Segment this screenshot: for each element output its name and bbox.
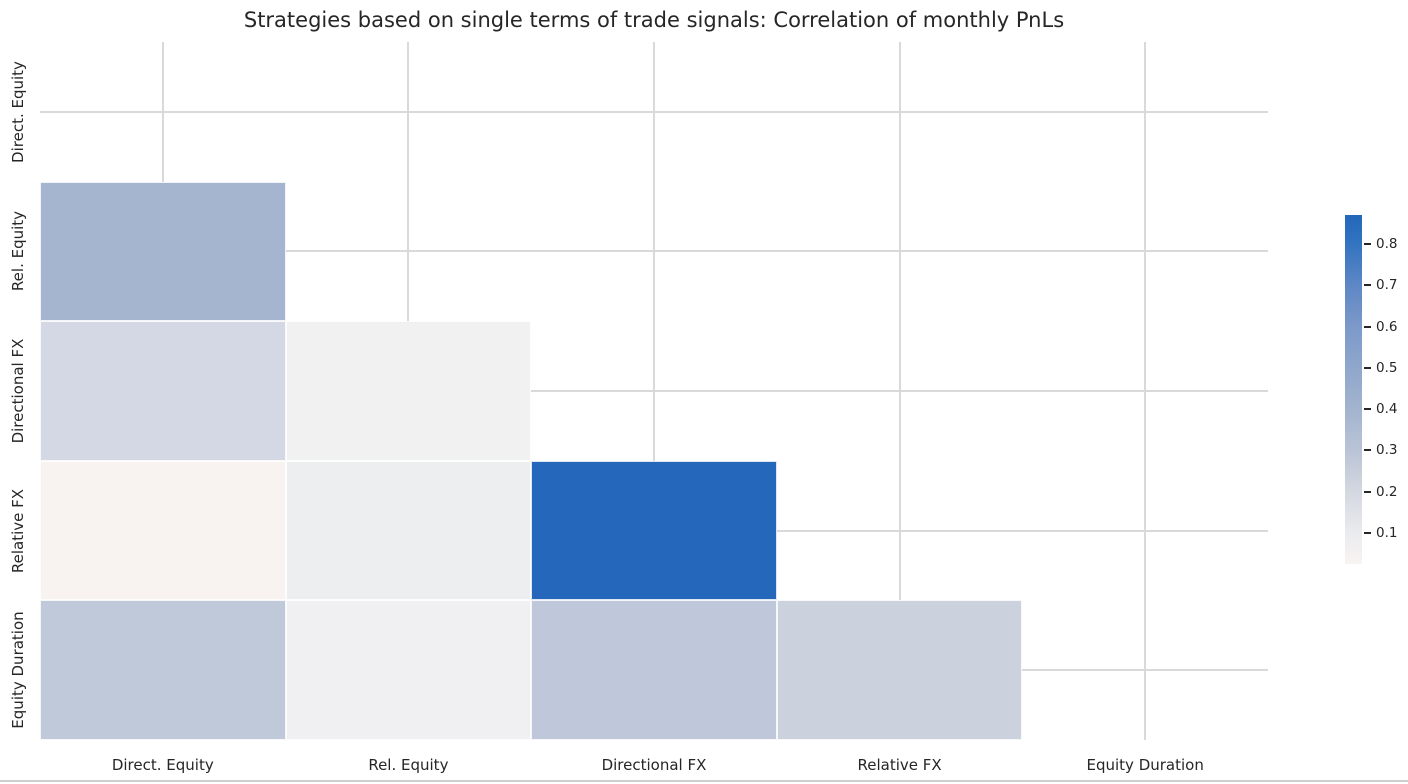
x-tick-label: Relative FX (857, 756, 942, 774)
colorbar-tick-label: 0.6 (1376, 318, 1398, 335)
colorbar-tick-mark (1364, 490, 1371, 493)
heatmap-cell (40, 600, 286, 740)
colorbar-tick-label: 0.4 (1376, 401, 1398, 418)
colorbar-tick-label: 0.5 (1376, 359, 1398, 376)
heatmap-cell (40, 460, 286, 601)
x-tick-label: Direct. Equity (111, 756, 214, 774)
x-tick-label: Rel. Equity (368, 756, 449, 774)
heatmap-cell (40, 181, 286, 322)
heatmap-cell (531, 460, 777, 601)
heatmap-cell (776, 600, 1023, 740)
gridline-vertical (898, 42, 901, 740)
colorbar-tick-mark (1364, 449, 1371, 452)
y-tick-label: Equity Duration (9, 611, 27, 729)
heatmap-cell (531, 600, 777, 740)
colorbar-tick-label: 0.2 (1376, 483, 1398, 500)
gridline-horizontal (40, 390, 1268, 392)
colorbar-tick-mark (1364, 532, 1371, 535)
colorbar-tick-label: 0.8 (1376, 235, 1398, 252)
colorbar-tick-mark (1364, 325, 1371, 328)
heatmap-cell (285, 600, 532, 740)
colorbar-tick-label: 0.7 (1376, 277, 1398, 294)
heatmap-cell (285, 460, 532, 601)
colorbar-tick-mark (1364, 284, 1371, 287)
colorbar-tick-label: 0.3 (1376, 442, 1398, 459)
x-tick-label: Directional FX (601, 756, 707, 774)
gridline-vertical (1144, 42, 1147, 740)
heatmap-cell (40, 321, 286, 461)
y-tick-label: Direct. Equity (9, 60, 27, 163)
colorbar-tick-mark (1364, 242, 1371, 245)
y-tick-label: Directional FX (9, 338, 27, 444)
colorbar-tick-mark (1364, 366, 1371, 369)
colorbar-tick-label: 0.1 (1376, 525, 1398, 542)
chart-title: Strategies based on single terms of trad… (243, 8, 1065, 32)
colorbar-tick-mark (1364, 408, 1371, 411)
y-tick-label: Rel. Equity (9, 211, 27, 292)
y-tick-label: Relative FX (9, 488, 27, 573)
figure-bottom-line (0, 780, 1408, 782)
heatmap-cell (285, 321, 532, 461)
x-tick-label: Equity Duration (1086, 756, 1204, 774)
colorbar (1345, 215, 1362, 564)
